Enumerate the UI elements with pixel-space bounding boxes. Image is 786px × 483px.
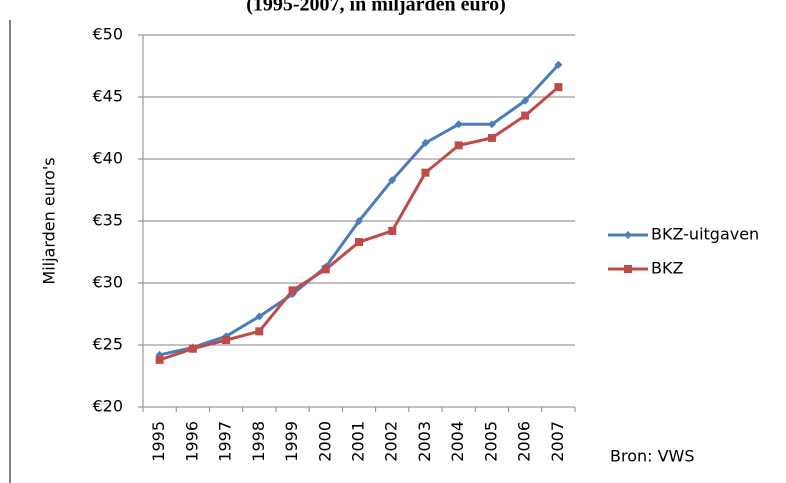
legend-label: BKZ-uitgaven xyxy=(651,225,759,244)
point xyxy=(255,327,264,336)
y-tick-label: €35 xyxy=(92,211,123,230)
point xyxy=(521,96,530,105)
point xyxy=(188,344,197,353)
point xyxy=(521,111,530,120)
x-tick-label: 2006 xyxy=(515,421,534,462)
point xyxy=(155,355,164,364)
y-axis-label: Miljarden euro's xyxy=(40,157,59,284)
point xyxy=(554,60,563,69)
x-tick-label: 1998 xyxy=(249,421,268,462)
point xyxy=(355,238,363,247)
y-tick-label: €25 xyxy=(92,335,123,354)
point xyxy=(222,336,231,345)
point xyxy=(321,265,330,274)
point xyxy=(388,226,397,235)
x-tick-label: 2001 xyxy=(349,421,368,462)
point xyxy=(454,120,463,129)
source-note: Bron: VWS xyxy=(610,447,695,466)
y-tick-label: €45 xyxy=(92,87,123,106)
chart-title: (1995-2007, in miljarden euro) xyxy=(246,0,506,16)
legend-label: BKZ xyxy=(651,259,683,278)
y-tick-label: €20 xyxy=(92,397,123,416)
y-tick-label: €50 xyxy=(92,25,123,44)
x-tick-label: 1999 xyxy=(282,421,301,462)
point xyxy=(355,217,363,225)
point xyxy=(255,312,264,321)
point xyxy=(421,168,430,177)
point xyxy=(624,231,632,239)
x-tick-label: 2002 xyxy=(382,421,401,462)
x-tick-label: 2005 xyxy=(481,421,500,462)
point xyxy=(624,265,632,273)
point xyxy=(454,141,463,150)
point xyxy=(421,138,430,147)
point xyxy=(554,83,563,92)
point xyxy=(487,120,496,129)
x-tick-label: 2004 xyxy=(448,421,467,462)
point xyxy=(487,133,496,142)
point xyxy=(388,176,397,185)
y-tick-label: €30 xyxy=(92,273,123,292)
x-tick-label: 2007 xyxy=(548,421,567,462)
x-tick-label: 2000 xyxy=(315,421,334,462)
x-tick-label: 1995 xyxy=(149,421,168,462)
x-tick-label: 2003 xyxy=(415,421,434,462)
x-tick-label: 1997 xyxy=(216,421,235,462)
point xyxy=(288,286,297,295)
x-tick-label: 1996 xyxy=(182,421,201,462)
series-line xyxy=(159,63,560,357)
y-tick-label: €40 xyxy=(92,149,123,168)
